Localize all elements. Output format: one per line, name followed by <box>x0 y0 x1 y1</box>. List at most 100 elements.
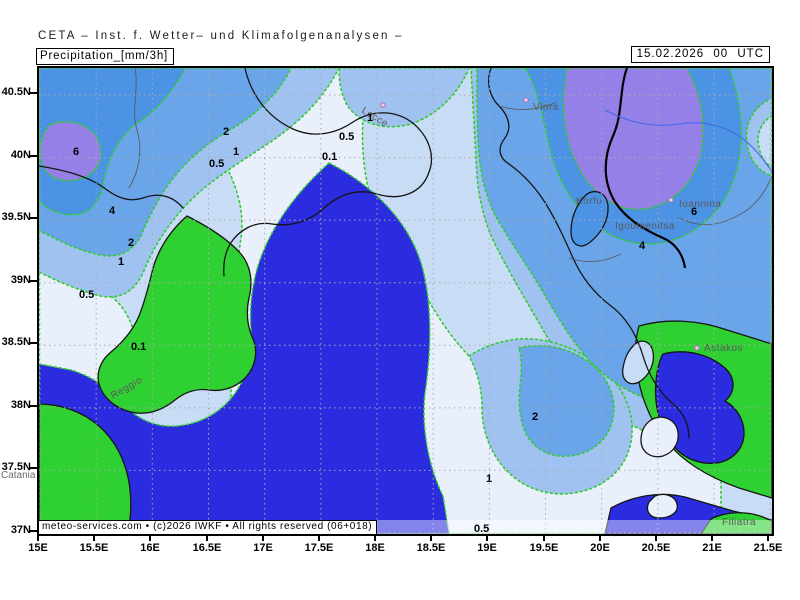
place-ioannina: Ioannina <box>679 199 721 210</box>
contour-label-4: 4 <box>109 205 116 217</box>
place-catania: Catania <box>1 470 36 481</box>
marker-ioannina <box>668 197 674 203</box>
border-albania-greece <box>604 68 687 269</box>
lon-tick-17E <box>262 536 264 541</box>
lon-label-15.5E: 15.5E <box>79 542 109 554</box>
product-label: Precipitation_[mm/3h] <box>36 48 175 65</box>
contour-label-0.5: 0.5 <box>474 523 489 534</box>
lon-label-20E: 20E <box>590 542 610 554</box>
lat-tick-40N <box>30 155 37 157</box>
lon-tick-15.5E <box>93 536 95 541</box>
lon-tick-15E <box>37 536 39 541</box>
marker-astakos <box>694 345 700 351</box>
lon-tick-16E <box>149 536 151 541</box>
lon-tick-18E <box>374 536 376 541</box>
contour-label-1: 1 <box>486 473 492 485</box>
lon-label-20.5E: 20.5E <box>641 542 671 554</box>
lon-label-19E: 19E <box>477 542 497 554</box>
marker-lecce <box>380 102 386 108</box>
coastline-italy-heel <box>223 68 433 277</box>
land-calabria <box>97 215 257 414</box>
band-0.5-right-edge-patch <box>757 115 772 167</box>
lat-tick-37N <box>30 530 37 532</box>
lat-label-37N: 37N <box>10 524 31 536</box>
lon-tick-16.5E <box>206 536 208 541</box>
contour-label-6: 6 <box>73 146 79 158</box>
lon-label-21.5E: 21.5E <box>753 542 783 554</box>
lon-label-18.5E: 18.5E <box>416 542 446 554</box>
precipitation-map: Lecce Vlora Korfu Ioannina Igoumenitsa Astako… <box>37 66 774 536</box>
page-title: CETA – Inst. f. Wetter– und Klimafolgena… <box>38 30 404 42</box>
contour-label-4: 4 <box>639 240 646 252</box>
place-filiatra: Filiatra <box>722 517 756 528</box>
coastline-calabria-north <box>39 165 184 209</box>
lon-label-21E: 21E <box>702 542 722 554</box>
contour-label-0.5: 0.5 <box>209 158 224 170</box>
lat-tick-37.5N <box>30 467 37 469</box>
contour-label-0.5: 0.5 <box>339 131 354 143</box>
inner-border-puglia <box>128 68 141 189</box>
island-kefalonia <box>640 416 679 458</box>
datetime-label: 15.02.2026 00 UTC <box>630 46 770 63</box>
lat-tick-39.5N <box>30 217 37 219</box>
coastline-albania-greece <box>488 68 690 439</box>
lat-tick-40.5N <box>30 92 37 94</box>
lon-label-15E: 15E <box>28 542 48 554</box>
contour-label-0.1: 0.1 <box>131 341 146 353</box>
lon-label-17E: 17E <box>253 542 273 554</box>
contour-label-6: 6 <box>691 206 697 218</box>
band-6-west <box>39 120 102 182</box>
lon-tick-19.5E <box>543 536 545 541</box>
lon-tick-19E <box>486 536 488 541</box>
contour-label-0.5: 0.5 <box>79 289 94 301</box>
place-astakos: Astakos <box>704 343 743 354</box>
lon-tick-20E <box>599 536 601 541</box>
lat-tick-39N <box>30 280 37 282</box>
lat-lon-grid <box>39 68 772 534</box>
contour-label-2: 2 <box>532 411 538 423</box>
contour-label-1: 1 <box>367 112 373 124</box>
lat-label-40.5N: 40.5N <box>1 86 31 98</box>
island-corfu <box>570 191 609 247</box>
marker-vlora <box>523 97 529 103</box>
lat-label-39N: 39N <box>10 274 31 286</box>
lon-label-18E: 18E <box>365 542 385 554</box>
place-vlora: Vlora <box>533 102 559 113</box>
contour-label-2: 2 <box>128 237 134 249</box>
place-igoumenitsa: Igoumenitsa <box>615 221 675 232</box>
band-6-east <box>562 68 705 211</box>
land-peloponnese <box>700 512 772 534</box>
lat-label-40N: 40N <box>10 149 31 161</box>
contour-label-2: 2 <box>223 126 229 138</box>
contour-label-1: 1 <box>233 146 239 158</box>
lat-label-38N: 38N <box>10 399 31 411</box>
inner-border-epirus <box>678 175 772 225</box>
credit-box: meteo-services.com • (c)2026 IWKF • All … <box>39 520 378 534</box>
lon-label-17.5E: 17.5E <box>304 542 334 554</box>
lon-tick-18.5E <box>430 536 432 541</box>
place-korfu: Korfu <box>576 196 602 207</box>
lon-label-19.5E: 19.5E <box>529 542 559 554</box>
lat-label-37.5N: 37.5N <box>1 461 31 473</box>
lat-label-39.5N: 39.5N <box>1 211 31 223</box>
lon-label-16E: 16E <box>140 542 160 554</box>
lon-tick-17.5E <box>318 536 320 541</box>
inner-border-albania <box>498 101 622 262</box>
contour-label-0.1: 0.1 <box>322 151 337 163</box>
lon-label-16.5E: 16.5E <box>192 542 222 554</box>
band-2-tongue <box>518 344 615 457</box>
contour-label-1: 1 <box>118 256 124 268</box>
lon-tick-21E <box>711 536 713 541</box>
band-1-lecce <box>338 68 470 128</box>
lat-label-38.5N: 38.5N <box>1 336 31 348</box>
lon-tick-20.5E <box>655 536 657 541</box>
lat-tick-38N <box>30 405 37 407</box>
island-zakynthos <box>646 493 678 519</box>
land-sicily <box>39 403 132 534</box>
lon-tick-21.5E <box>767 536 769 541</box>
lat-tick-38.5N <box>30 342 37 344</box>
river-north-greece <box>604 109 772 173</box>
